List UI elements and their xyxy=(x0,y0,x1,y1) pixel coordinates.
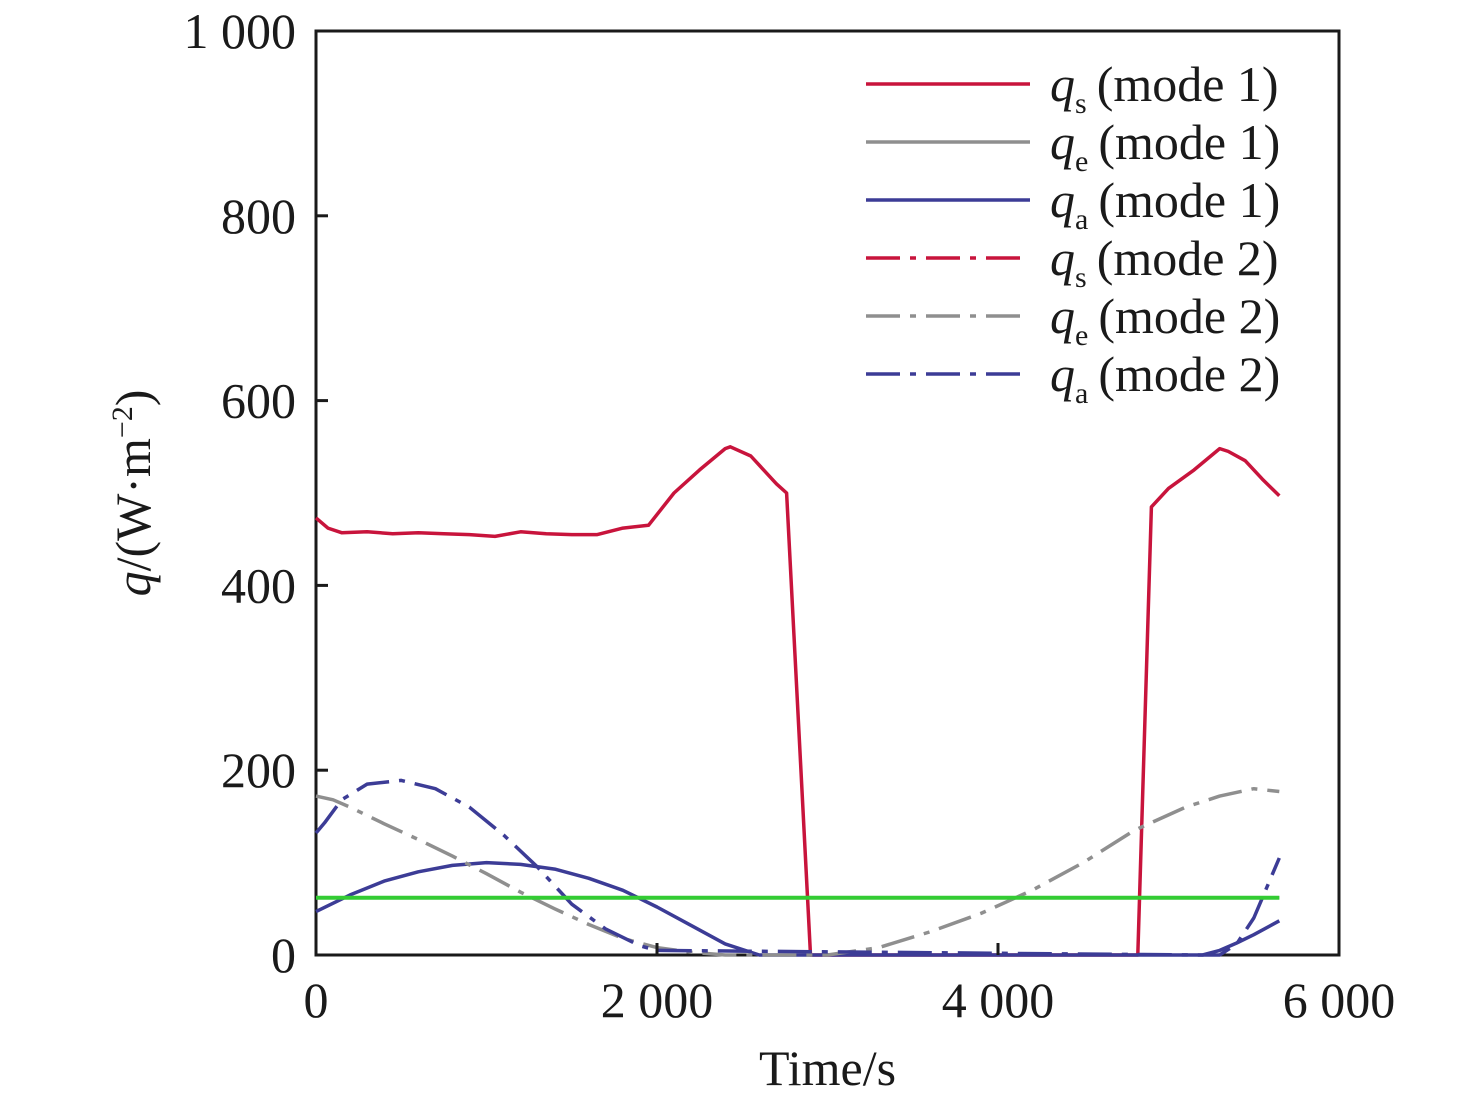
series-line-a-mode-1 xyxy=(315,860,1281,957)
legend-item: qa (mode 2) xyxy=(866,346,1280,410)
x-tick-label: 6 000 xyxy=(1283,972,1396,1028)
legend-label: qe (mode 1) xyxy=(1050,114,1280,178)
y-tick-label: 1 000 xyxy=(184,3,297,59)
legend-label: qs (mode 2) xyxy=(1050,230,1279,294)
series-line-a-mode-2 xyxy=(314,778,1281,957)
legend-label: qe (mode 2) xyxy=(1050,288,1280,352)
legend-label: qs (mode 1) xyxy=(1050,56,1279,120)
x-tick-label: 0 xyxy=(304,972,329,1028)
legend-item: qe (mode 2) xyxy=(866,288,1280,352)
legend-item: qs (mode 2) xyxy=(866,230,1279,294)
y-tick-label: 600 xyxy=(221,373,296,429)
legend-label: qa (mode 1) xyxy=(1050,172,1280,236)
series-line-e-mode-2 xyxy=(315,786,1280,957)
y-tick-label: 800 xyxy=(221,188,296,244)
legend-item: qa (mode 1) xyxy=(866,172,1280,236)
y-tick-label: 200 xyxy=(221,742,296,798)
y-axis-label: q/(W·m−2) xyxy=(105,390,161,597)
legend-item: qe (mode 1) xyxy=(866,114,1280,178)
y-tick-label: 400 xyxy=(221,557,296,613)
legend-label: qa (mode 2) xyxy=(1050,346,1280,410)
x-tick-label: 2 000 xyxy=(601,972,714,1028)
x-axis-label: Time/s xyxy=(759,1040,896,1096)
y-tick-label: 0 xyxy=(271,927,296,983)
x-tick-label: 4 000 xyxy=(942,972,1055,1028)
series-line-s-mode-1 xyxy=(314,445,1281,957)
legend-item: qs (mode 1) xyxy=(866,56,1279,120)
